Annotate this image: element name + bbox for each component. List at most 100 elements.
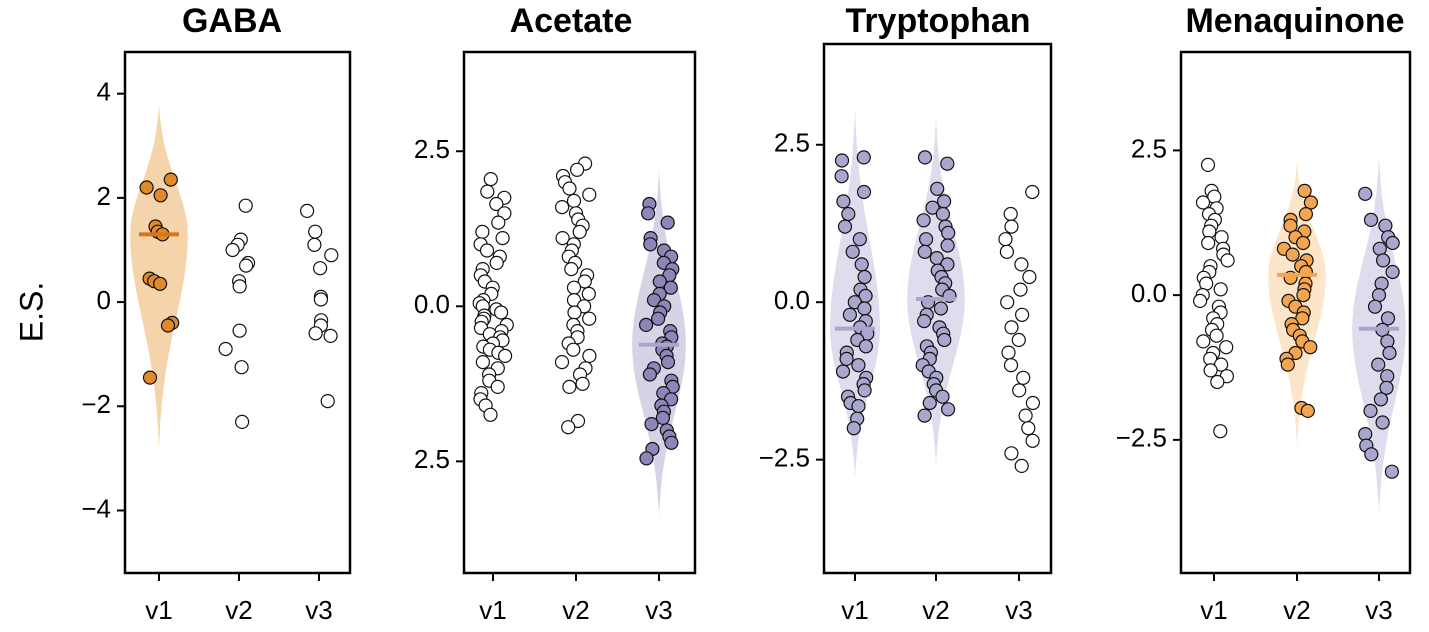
data-point bbox=[857, 301, 872, 316]
plot-layer: 2.5 0.0 −2.5 v1 v2 v3 bbox=[1116, 50, 1412, 625]
data-point bbox=[922, 395, 937, 411]
y-tick-label: 2.5 bbox=[414, 134, 450, 164]
data-point bbox=[494, 305, 509, 320]
data-point bbox=[566, 342, 581, 357]
data-point bbox=[856, 150, 871, 165]
data-point bbox=[999, 244, 1015, 259]
axes-frame bbox=[822, 42, 1053, 575]
data-point bbox=[313, 261, 328, 276]
data-point bbox=[1364, 447, 1379, 462]
y-tick-label: −2 bbox=[81, 389, 111, 419]
panel-title: Acetate bbox=[510, 2, 633, 40]
data-point bbox=[490, 379, 505, 394]
data-point bbox=[142, 370, 158, 385]
data-point bbox=[1016, 370, 1031, 385]
data-point bbox=[308, 326, 323, 341]
data-point bbox=[1303, 340, 1318, 355]
data-point bbox=[839, 351, 854, 366]
data-point bbox=[940, 238, 955, 253]
data-point bbox=[495, 231, 510, 246]
data-point bbox=[845, 244, 860, 259]
data-point bbox=[1209, 328, 1224, 343]
data-point bbox=[575, 376, 590, 391]
y-tick-label: 2.5 bbox=[1131, 133, 1167, 163]
data-point bbox=[998, 232, 1013, 247]
data-point bbox=[238, 198, 253, 213]
x-tick-label: v3 bbox=[645, 595, 672, 625]
data-point bbox=[851, 399, 866, 414]
x-tick-label: v2 bbox=[225, 595, 252, 625]
data-point bbox=[153, 188, 168, 203]
data-point bbox=[940, 402, 956, 417]
y-tick-label: 2.5 bbox=[774, 128, 810, 158]
data-point bbox=[1014, 458, 1029, 473]
data-point bbox=[581, 286, 596, 301]
panel-title: Menaquinone bbox=[1185, 2, 1404, 40]
plot-layer: 4 2 0 −2 −4 v1 v2 v3 bbox=[81, 50, 352, 625]
data-point bbox=[489, 255, 504, 270]
data-point bbox=[935, 389, 950, 404]
data-point bbox=[941, 225, 956, 240]
data-point bbox=[646, 293, 662, 308]
y-tick-label: 0 bbox=[97, 285, 111, 315]
data-point bbox=[1004, 320, 1019, 335]
data-point bbox=[642, 367, 658, 382]
data-point bbox=[660, 355, 676, 370]
data-point bbox=[480, 184, 495, 199]
data-point bbox=[300, 203, 315, 218]
data-point bbox=[225, 242, 240, 258]
data-point bbox=[1021, 421, 1036, 436]
y-tick-label: 2 bbox=[97, 181, 111, 211]
data-point bbox=[1004, 219, 1019, 234]
axes-frame bbox=[462, 50, 697, 575]
data-point bbox=[917, 244, 932, 259]
data-point bbox=[307, 237, 322, 252]
x-tick-label: v1 bbox=[479, 595, 506, 625]
data-point bbox=[834, 169, 849, 184]
data-point bbox=[1210, 374, 1225, 390]
data-point bbox=[857, 383, 872, 398]
x-tick-label: v1 bbox=[1200, 595, 1227, 625]
data-point bbox=[930, 181, 945, 196]
data-point bbox=[1203, 363, 1218, 378]
panel-menaquinone: Menaquinone 2.5 0.0 −2.5 v1 v2 v3 bbox=[1116, 2, 1412, 625]
data-point bbox=[660, 215, 675, 230]
data-point bbox=[940, 156, 955, 171]
data-point bbox=[239, 258, 254, 273]
data-point bbox=[1382, 345, 1397, 361]
data-point bbox=[1358, 186, 1373, 201]
data-point bbox=[1014, 257, 1029, 272]
data-point bbox=[837, 219, 853, 234]
data-point bbox=[1012, 383, 1027, 398]
data-point bbox=[858, 339, 874, 354]
data-point bbox=[160, 318, 176, 333]
data-point bbox=[572, 224, 587, 239]
x-tick-label: v3 bbox=[1005, 595, 1032, 625]
data-point bbox=[1196, 334, 1211, 349]
data-point bbox=[1379, 380, 1394, 395]
data-point bbox=[916, 314, 932, 329]
data-point bbox=[852, 232, 867, 247]
data-point bbox=[644, 417, 659, 432]
data-point bbox=[1022, 269, 1037, 285]
data-point bbox=[1373, 392, 1389, 407]
data-point bbox=[577, 274, 592, 289]
y-tick-label: −4 bbox=[81, 493, 111, 523]
data-point bbox=[1285, 247, 1300, 262]
data-point bbox=[917, 408, 932, 423]
data-point bbox=[1001, 345, 1016, 360]
data-point bbox=[554, 355, 570, 370]
data-point bbox=[232, 279, 247, 294]
data-point bbox=[936, 194, 952, 209]
data-point bbox=[582, 348, 597, 363]
data-point bbox=[1214, 230, 1229, 245]
data-point bbox=[1025, 184, 1040, 200]
data-point bbox=[567, 305, 582, 320]
data-point bbox=[1380, 334, 1395, 349]
data-point bbox=[1213, 282, 1228, 297]
data-point bbox=[916, 213, 931, 228]
y-tick-label: −2.5 bbox=[759, 443, 810, 473]
data-point bbox=[1280, 357, 1295, 372]
data-point bbox=[475, 224, 490, 239]
